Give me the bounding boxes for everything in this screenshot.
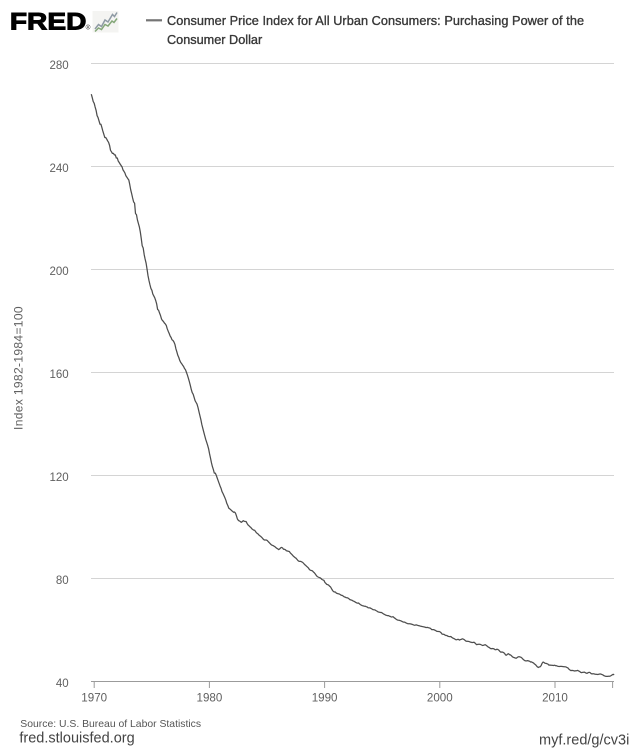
svg-text:®: ® xyxy=(86,24,91,32)
svg-text:2010: 2010 xyxy=(542,691,568,704)
svg-text:FRED: FRED xyxy=(10,8,87,35)
svg-text:240: 240 xyxy=(50,163,69,175)
svg-text:Consumer Dollar: Consumer Dollar xyxy=(167,33,263,47)
svg-text:Index 1982-1984=100: Index 1982-1984=100 xyxy=(11,306,25,430)
svg-text:1970: 1970 xyxy=(81,691,107,704)
svg-text:fred.stlouisfed.org: fred.stlouisfed.org xyxy=(19,731,134,747)
svg-text:Consumer Price Index for All U: Consumer Price Index for All Urban Consu… xyxy=(167,14,584,28)
svg-text:40: 40 xyxy=(56,678,69,690)
svg-text:1990: 1990 xyxy=(312,691,338,704)
svg-text:280: 280 xyxy=(50,60,69,72)
svg-text:120: 120 xyxy=(50,472,69,484)
svg-text:1980: 1980 xyxy=(197,691,223,704)
svg-text:200: 200 xyxy=(50,266,69,278)
svg-text:160: 160 xyxy=(50,369,69,381)
svg-text:2000: 2000 xyxy=(427,691,453,704)
svg-text:myf.red/g/cv3i: myf.red/g/cv3i xyxy=(539,732,629,748)
svg-text:80: 80 xyxy=(56,575,69,587)
svg-text:Source: U.S. Bureau of Labor S: Source: U.S. Bureau of Labor Statistics xyxy=(20,719,201,730)
